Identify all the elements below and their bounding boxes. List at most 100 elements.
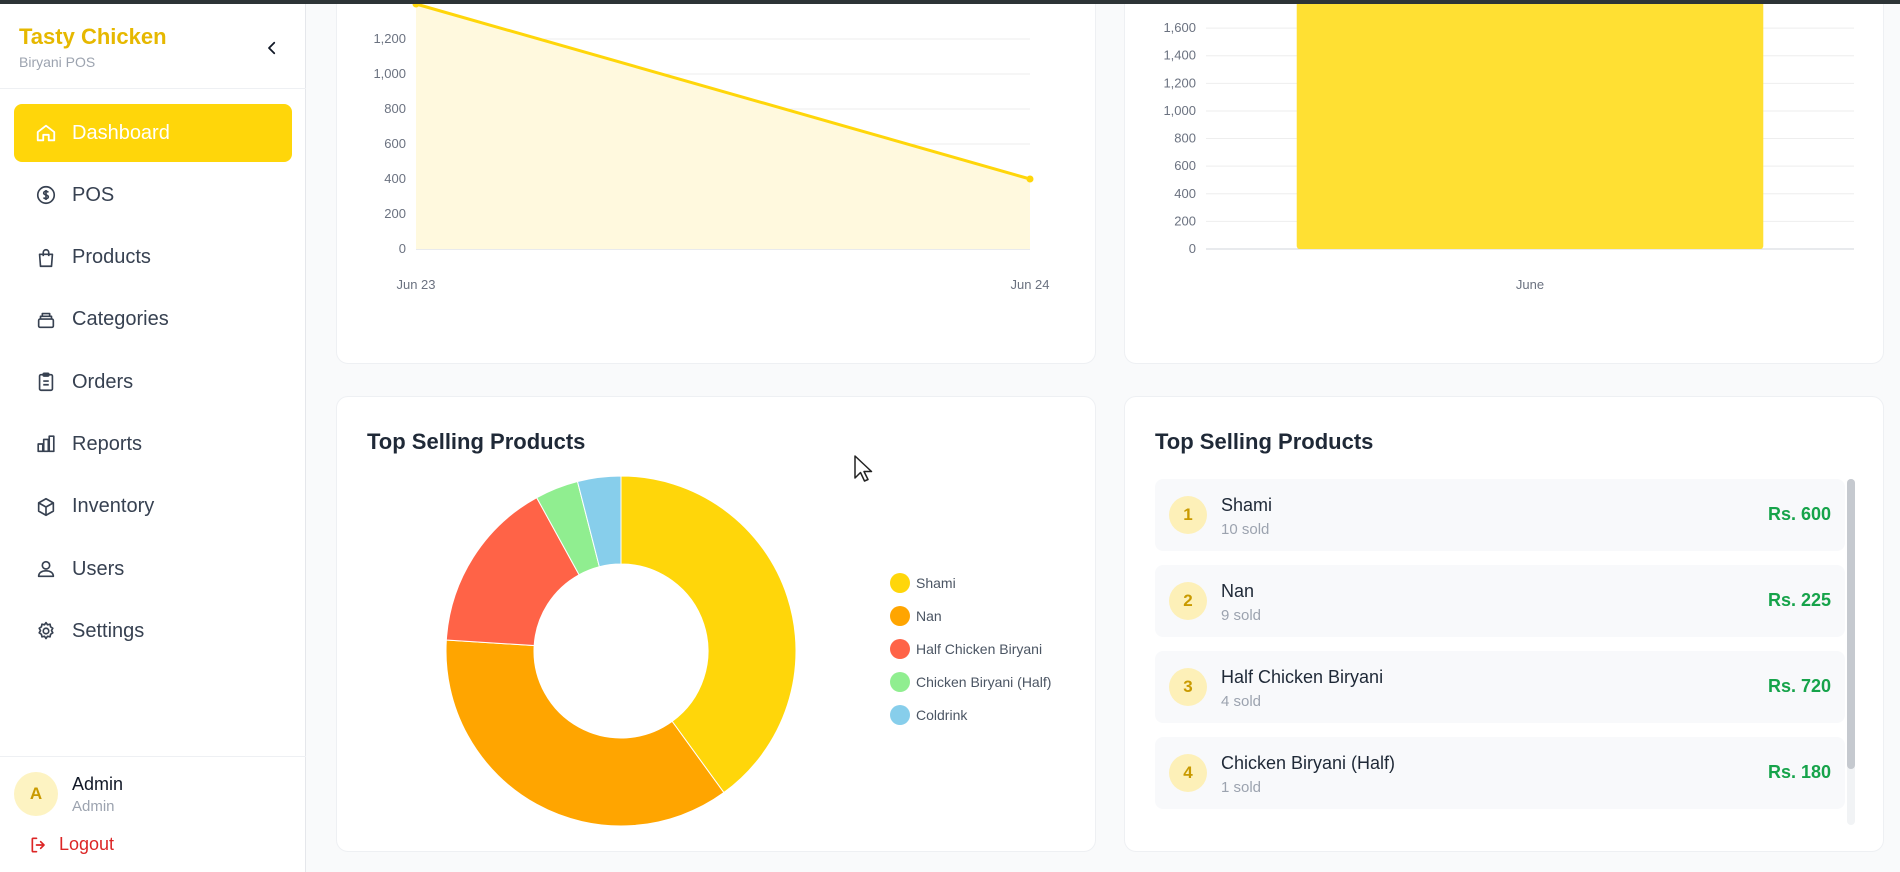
rank-badge: 2: [1169, 582, 1207, 620]
sidebar-item-orders[interactable]: Orders: [14, 353, 292, 411]
list-item: 3 Half Chicken Biryani 4 sold Rs. 720: [1155, 651, 1845, 723]
sidebar-item-reports[interactable]: Reports: [14, 415, 292, 473]
y-tick-label: 200: [384, 206, 406, 221]
sold-count: 10 sold: [1221, 521, 1270, 538]
sold-count: 4 sold: [1221, 693, 1262, 710]
x-tick-label: Jun 23: [396, 277, 435, 292]
area-fill: [416, 4, 1030, 249]
y-tick-label: 200: [1174, 213, 1196, 228]
revenue-amount: Rs. 225: [1767, 590, 1831, 610]
shopping-bag-icon: [34, 246, 58, 270]
rank-badge: 1: [1169, 496, 1207, 534]
legend-swatch: [890, 639, 910, 659]
rank-badge: 4: [1169, 754, 1207, 792]
sidebar-item-settings[interactable]: Settings: [14, 602, 292, 660]
x-tick-label: June: [1516, 277, 1544, 292]
product-name: Chicken Biryani (Half): [1221, 753, 1396, 773]
avatar: A: [14, 772, 58, 816]
x-tick-label: Jun 24: [1010, 277, 1049, 292]
sidebar-item-label: Dashboard: [72, 121, 170, 144]
product-name: Shami: [1221, 495, 1273, 515]
top-selling-list: 1 Shami 10 sold Rs. 600 2 Nan 9 sold Rs. 225 3 Ha…: [1155, 479, 1855, 825]
legend-swatch: [890, 705, 910, 725]
legend-swatch: [890, 573, 910, 593]
y-tick-label: 1,200: [373, 31, 406, 46]
gear-icon: [34, 619, 58, 643]
y-tick-label: 600: [1174, 158, 1196, 173]
y-tick-label: 1,200: [1163, 75, 1196, 90]
bar: [1296, 0, 1764, 249]
legend-item[interactable]: Chicken Biryani (Half): [890, 672, 1051, 692]
list-item: 4 Chicken Biryani (Half) 1 sold Rs. 180: [1155, 737, 1845, 809]
donut-slice: [620, 475, 797, 794]
sidebar-item-products[interactable]: Products: [14, 229, 292, 287]
sidebar-item-categories[interactable]: Categories: [14, 291, 292, 349]
y-tick-label: 600: [384, 136, 406, 151]
home-icon: [34, 121, 58, 145]
user-name: Admin: [72, 773, 124, 794]
mouse-cursor-icon: [853, 454, 875, 489]
sidebar-item-label: Settings: [72, 619, 145, 642]
list-scrollbar[interactable]: [1847, 479, 1855, 825]
sidebar-item-users[interactable]: Users: [14, 540, 292, 598]
legend-item[interactable]: Shami: [890, 573, 1051, 593]
legend-item[interactable]: Nan: [890, 606, 1051, 626]
product-name: Half Chicken Biryani: [1221, 667, 1384, 687]
legend-label: Half Chicken Biryani: [916, 641, 1043, 657]
scrollbar-thumb[interactable]: [1847, 479, 1855, 769]
dollar-circle-icon: [34, 183, 58, 207]
collapse-sidebar-button[interactable]: [258, 34, 286, 62]
y-tick-label: 1,000: [1163, 103, 1196, 118]
sidebar-item-label: Inventory: [72, 495, 155, 518]
card-title: Top Selling Products: [367, 429, 586, 454]
rank-badge: 3: [1169, 668, 1207, 706]
legend-label: Nan: [916, 608, 942, 624]
sidebar-item-label: Categories: [72, 308, 169, 331]
legend-item[interactable]: Coldrink: [890, 705, 1051, 725]
y-tick-label: 400: [384, 171, 406, 186]
sold-count: 1 sold: [1221, 779, 1262, 796]
y-tick-label: 0: [1189, 241, 1196, 256]
sidebar: Tasty Chicken Biryani POS Dashboard POS …: [0, 0, 306, 872]
legend-item[interactable]: Half Chicken Biryani: [890, 639, 1051, 659]
y-tick-label: 1,400: [1163, 48, 1196, 63]
logout-icon: [31, 837, 45, 852]
y-tick-label: 800: [384, 101, 406, 116]
top-selling-donut-chart: [445, 475, 797, 827]
revenue-amount: Rs. 180: [1767, 762, 1831, 782]
donut-slice: [445, 639, 725, 827]
donut-slice: [576, 475, 622, 568]
series-line: [415, 2, 1031, 181]
clipboard-icon: [34, 370, 58, 394]
data-point: [1026, 175, 1034, 183]
users-icon: [34, 557, 58, 581]
divider: [0, 88, 306, 89]
top-selling-chart-card: Top Selling Products Shami Nan Half Chicke…: [336, 396, 1096, 852]
logout-button[interactable]: Logout: [29, 834, 114, 855]
top-border: [0, 0, 1900, 4]
layers-icon: [34, 308, 58, 332]
y-tick-label: 1,000: [373, 66, 406, 81]
sold-count: 9 sold: [1221, 607, 1262, 624]
sidebar-item-label: Orders: [72, 370, 134, 393]
brand: Tasty Chicken Biryani POS: [19, 24, 167, 70]
product-name: Nan: [1221, 581, 1255, 601]
divider: [0, 756, 306, 757]
brand-subtitle: Biryani POS: [19, 54, 96, 70]
revenue-amount: Rs. 720: [1767, 676, 1831, 696]
revenue-amount: Rs. 600: [1767, 504, 1831, 524]
card-title: Top Selling Products: [1155, 429, 1374, 454]
sidebar-item-label: Reports: [72, 432, 143, 455]
sidebar-item-pos[interactable]: POS: [14, 166, 292, 224]
brand-name: Tasty Chicken: [19, 24, 167, 49]
y-tick-label: 1,600: [1163, 20, 1196, 35]
user-role: Admin: [72, 797, 115, 815]
y-tick-label: 800: [1174, 131, 1196, 146]
logout-label: Logout: [59, 834, 115, 854]
user-info: Admin Admin: [72, 774, 123, 815]
legend-swatch: [890, 606, 910, 626]
sidebar-item-inventory[interactable]: Inventory: [14, 478, 292, 536]
sidebar-nav: Dashboard POS Products Categories Orders: [14, 104, 292, 665]
sales-trend-card: 0 200 400 600 800 1,000 1,200 Jun 23 Jun 24: [336, 0, 1096, 364]
sidebar-item-dashboard[interactable]: Dashboard: [14, 104, 292, 162]
